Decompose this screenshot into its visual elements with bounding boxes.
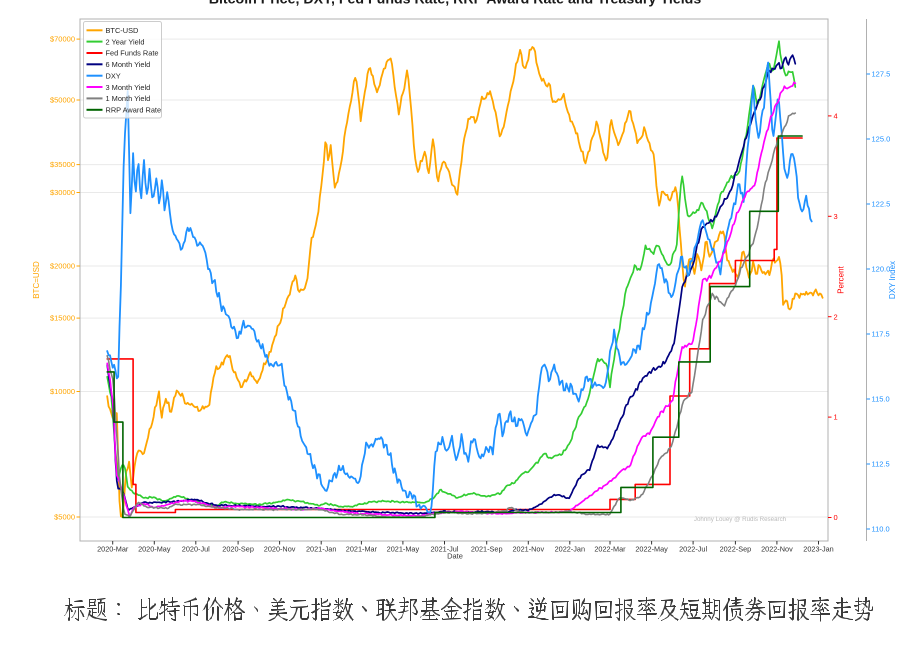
svg-text:115.0: 115.0 (872, 395, 890, 404)
svg-text:$30000: $30000 (50, 188, 75, 197)
svg-text:$15000: $15000 (50, 314, 75, 323)
svg-text:$20000: $20000 (50, 262, 75, 271)
svg-text:1 Month Yield: 1 Month Yield (106, 94, 151, 103)
svg-text:DXY Index: DXY Index (888, 261, 897, 299)
svg-text:120.0: 120.0 (872, 265, 891, 274)
svg-text:2020-Jul: 2020-Jul (182, 545, 210, 554)
svg-text:2022-Mar: 2022-Mar (594, 545, 626, 554)
svg-text:BTC-USD: BTC-USD (106, 26, 139, 35)
svg-text:2023-Jan: 2023-Jan (803, 545, 833, 554)
svg-text:3: 3 (834, 212, 838, 221)
svg-text:2022-Nov: 2022-Nov (761, 545, 793, 554)
svg-text:2 Year Yield: 2 Year Yield (106, 37, 145, 46)
svg-text:$35000: $35000 (50, 160, 75, 169)
svg-text:$5000: $5000 (54, 513, 75, 522)
svg-text:BTC=USD: BTC=USD (32, 261, 41, 299)
svg-text:2020-May: 2020-May (138, 545, 171, 554)
svg-text:1: 1 (834, 413, 838, 422)
svg-text:2021-Jan: 2021-Jan (306, 545, 336, 554)
svg-text:$50000: $50000 (50, 96, 75, 105)
svg-text:Johnny Louey @ Rudis Research: Johnny Louey @ Rudis Research (694, 516, 787, 523)
svg-text:2021-Sep: 2021-Sep (471, 545, 503, 554)
svg-text:2021-Mar: 2021-Mar (346, 545, 378, 554)
svg-text:2022-Jan: 2022-Jan (555, 545, 585, 554)
svg-text:4: 4 (834, 112, 838, 121)
svg-text:2021-May: 2021-May (387, 545, 420, 554)
svg-text:3 Month Yield: 3 Month Yield (106, 83, 151, 92)
svg-text:2021-Jul: 2021-Jul (431, 545, 459, 554)
svg-text:110.0: 110.0 (872, 525, 890, 534)
svg-text:$70000: $70000 (50, 35, 75, 44)
svg-text:Percent: Percent (837, 265, 846, 293)
svg-text:6 Month Yield: 6 Month Yield (106, 60, 151, 69)
svg-text:Fed Funds Rate: Fed Funds Rate (106, 49, 159, 58)
svg-text:$10000: $10000 (50, 387, 75, 396)
svg-text:2020-Nov: 2020-Nov (264, 545, 296, 554)
svg-text:2022-Jul: 2022-Jul (679, 545, 707, 554)
svg-text:112.5: 112.5 (872, 460, 890, 469)
svg-text:0: 0 (834, 513, 838, 522)
svg-text:2021-Nov: 2021-Nov (512, 545, 544, 554)
svg-text:122.5: 122.5 (872, 200, 891, 209)
svg-text:2020-Mar: 2020-Mar (97, 545, 129, 554)
svg-text:117.5: 117.5 (872, 330, 890, 339)
svg-text:127.5: 127.5 (872, 70, 891, 79)
svg-text:125.0: 125.0 (872, 135, 891, 144)
svg-text:2: 2 (834, 312, 838, 321)
svg-text:2022-May: 2022-May (635, 545, 668, 554)
svg-text:Date: Date (447, 552, 463, 561)
svg-text:Bitcoin Price, DXY, Fed Funds: Bitcoin Price, DXY, Fed Funds Rate, RRP … (209, 0, 702, 8)
svg-text:2020-Sep: 2020-Sep (222, 545, 254, 554)
svg-text:RRP Award Rate: RRP Award Rate (106, 106, 162, 115)
svg-text:2022-Sep: 2022-Sep (720, 545, 752, 554)
svg-text:DXY: DXY (106, 71, 121, 80)
